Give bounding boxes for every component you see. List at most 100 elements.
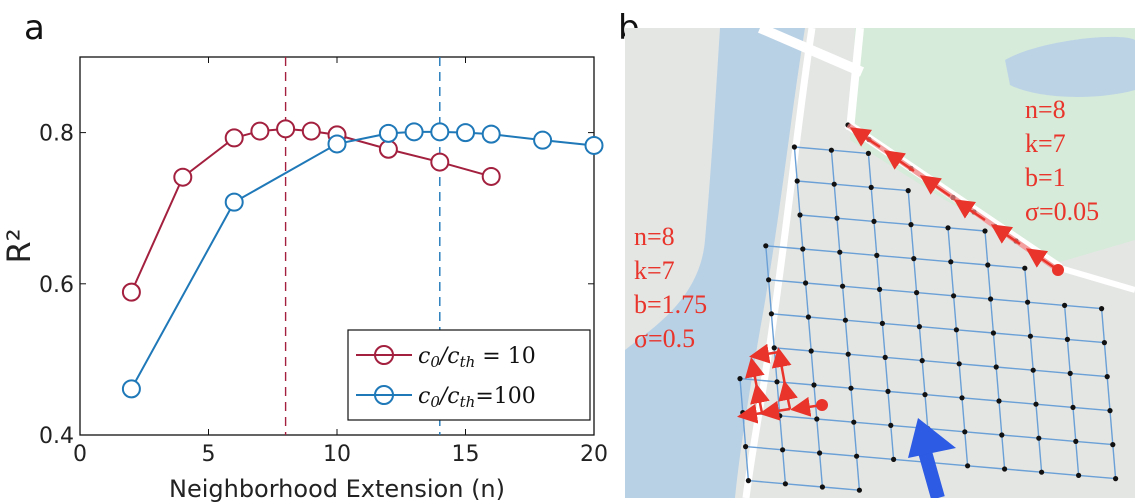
intersection-node — [1073, 438, 1079, 444]
intersection-node — [953, 327, 960, 333]
annotation-right-line-4: σ=0.05 — [1025, 197, 1099, 226]
intersection-node — [774, 379, 780, 385]
street-segment — [921, 360, 926, 395]
street-segment — [748, 479, 786, 485]
intersection-node — [1099, 306, 1105, 312]
street-segment — [811, 350, 849, 355]
direction-arrow — [908, 418, 956, 498]
street-segment — [1041, 471, 1079, 477]
street-segment — [916, 291, 954, 297]
street-segment — [1075, 441, 1080, 476]
street-segment — [744, 446, 750, 481]
street-segment — [850, 387, 889, 393]
red-arrow — [745, 357, 765, 389]
intersection-node — [780, 447, 786, 453]
street-segment — [1100, 308, 1106, 343]
series-1-point — [224, 128, 244, 148]
intersection-node — [854, 453, 860, 459]
street-segment — [782, 449, 820, 454]
series-1-line — [130, 127, 492, 293]
street-segment — [887, 391, 892, 426]
series-1-point — [481, 166, 501, 186]
street-segment — [996, 366, 1034, 371]
street-segment — [745, 445, 783, 451]
r-squared-chart: 0 5 10 15 20 0.4 0.6 0.8 Neighborhood Extensio… — [0, 56, 608, 503]
street-segment — [964, 431, 969, 466]
street-segment — [998, 400, 1003, 436]
street-segment — [910, 224, 915, 259]
intersection-node — [828, 147, 835, 153]
series-2-point — [327, 134, 347, 154]
series-1-point — [173, 167, 193, 187]
intersection-node — [800, 246, 806, 252]
red-arrow — [953, 199, 986, 222]
intersection-node — [1076, 472, 1082, 478]
street-segment — [813, 384, 852, 389]
intersection-node — [743, 444, 749, 450]
street-segment — [779, 415, 784, 450]
street-segment — [819, 452, 857, 457]
street-segment — [871, 186, 909, 192]
intersection-node — [831, 181, 837, 187]
intersection-node — [1030, 367, 1036, 373]
intersection-node — [848, 385, 854, 391]
street-segment — [797, 180, 835, 185]
intersection-node — [803, 280, 809, 286]
street-segment — [1001, 434, 1006, 470]
street-segment — [987, 264, 1025, 269]
series-2-point — [481, 124, 501, 144]
y-tick-label: 0.8 — [39, 122, 74, 147]
street-segment — [998, 400, 1037, 405]
annotation-left-line-2: k=7 — [634, 256, 675, 285]
x-tick-label: 20 — [580, 442, 608, 467]
street-segment — [765, 245, 803, 250]
intersection-node — [1070, 404, 1076, 410]
street-segment — [816, 418, 854, 423]
street-segment — [1072, 407, 1077, 442]
intersection-node — [777, 413, 783, 419]
street-segment — [855, 456, 861, 491]
panel-a-label: a — [24, 8, 45, 48]
intersection-node — [814, 416, 820, 422]
annotation-left-line-3: b=1.75 — [634, 290, 707, 319]
street-segment — [813, 384, 818, 420]
intersection-node — [851, 419, 857, 425]
series-2-point — [533, 130, 553, 150]
intersection-node — [948, 259, 954, 265]
intersection-node — [908, 222, 914, 228]
street-segment — [967, 465, 1005, 470]
red-arrow — [778, 380, 798, 410]
street-segment — [919, 325, 957, 331]
intersection-node — [840, 283, 846, 289]
intersection-node — [951, 293, 957, 299]
intersection-node — [1033, 401, 1039, 407]
y-tick-label: 0.4 — [39, 424, 74, 449]
intersection-node — [874, 252, 880, 258]
intersection-node — [845, 351, 851, 357]
legend: c0/cth = 10 c0/cth=100 — [347, 329, 591, 421]
intersection-node — [945, 225, 951, 231]
street-segment — [848, 353, 886, 359]
intersection-node — [737, 376, 743, 382]
intersection-node — [959, 395, 965, 401]
street-segment — [771, 313, 809, 318]
red-arrow — [759, 400, 791, 421]
intersection-node — [888, 422, 894, 428]
red-arrow — [849, 127, 881, 149]
intersection-node — [1110, 442, 1116, 448]
series-2-point — [456, 123, 475, 143]
street-segment — [768, 279, 806, 284]
street-segment — [765, 245, 770, 280]
street-segment — [913, 258, 918, 293]
intersection-node — [842, 317, 849, 323]
street-segment — [881, 323, 886, 358]
river-bank-road — [742, 28, 816, 498]
street-segment — [1026, 302, 1032, 337]
intersection-node — [1062, 302, 1068, 308]
intersection-node — [856, 487, 863, 493]
y-axis-title: R² — [0, 228, 38, 263]
red-arrow — [750, 383, 770, 414]
annotation-left-line-4: σ=0.5 — [634, 324, 695, 353]
intersection-node — [914, 290, 920, 296]
